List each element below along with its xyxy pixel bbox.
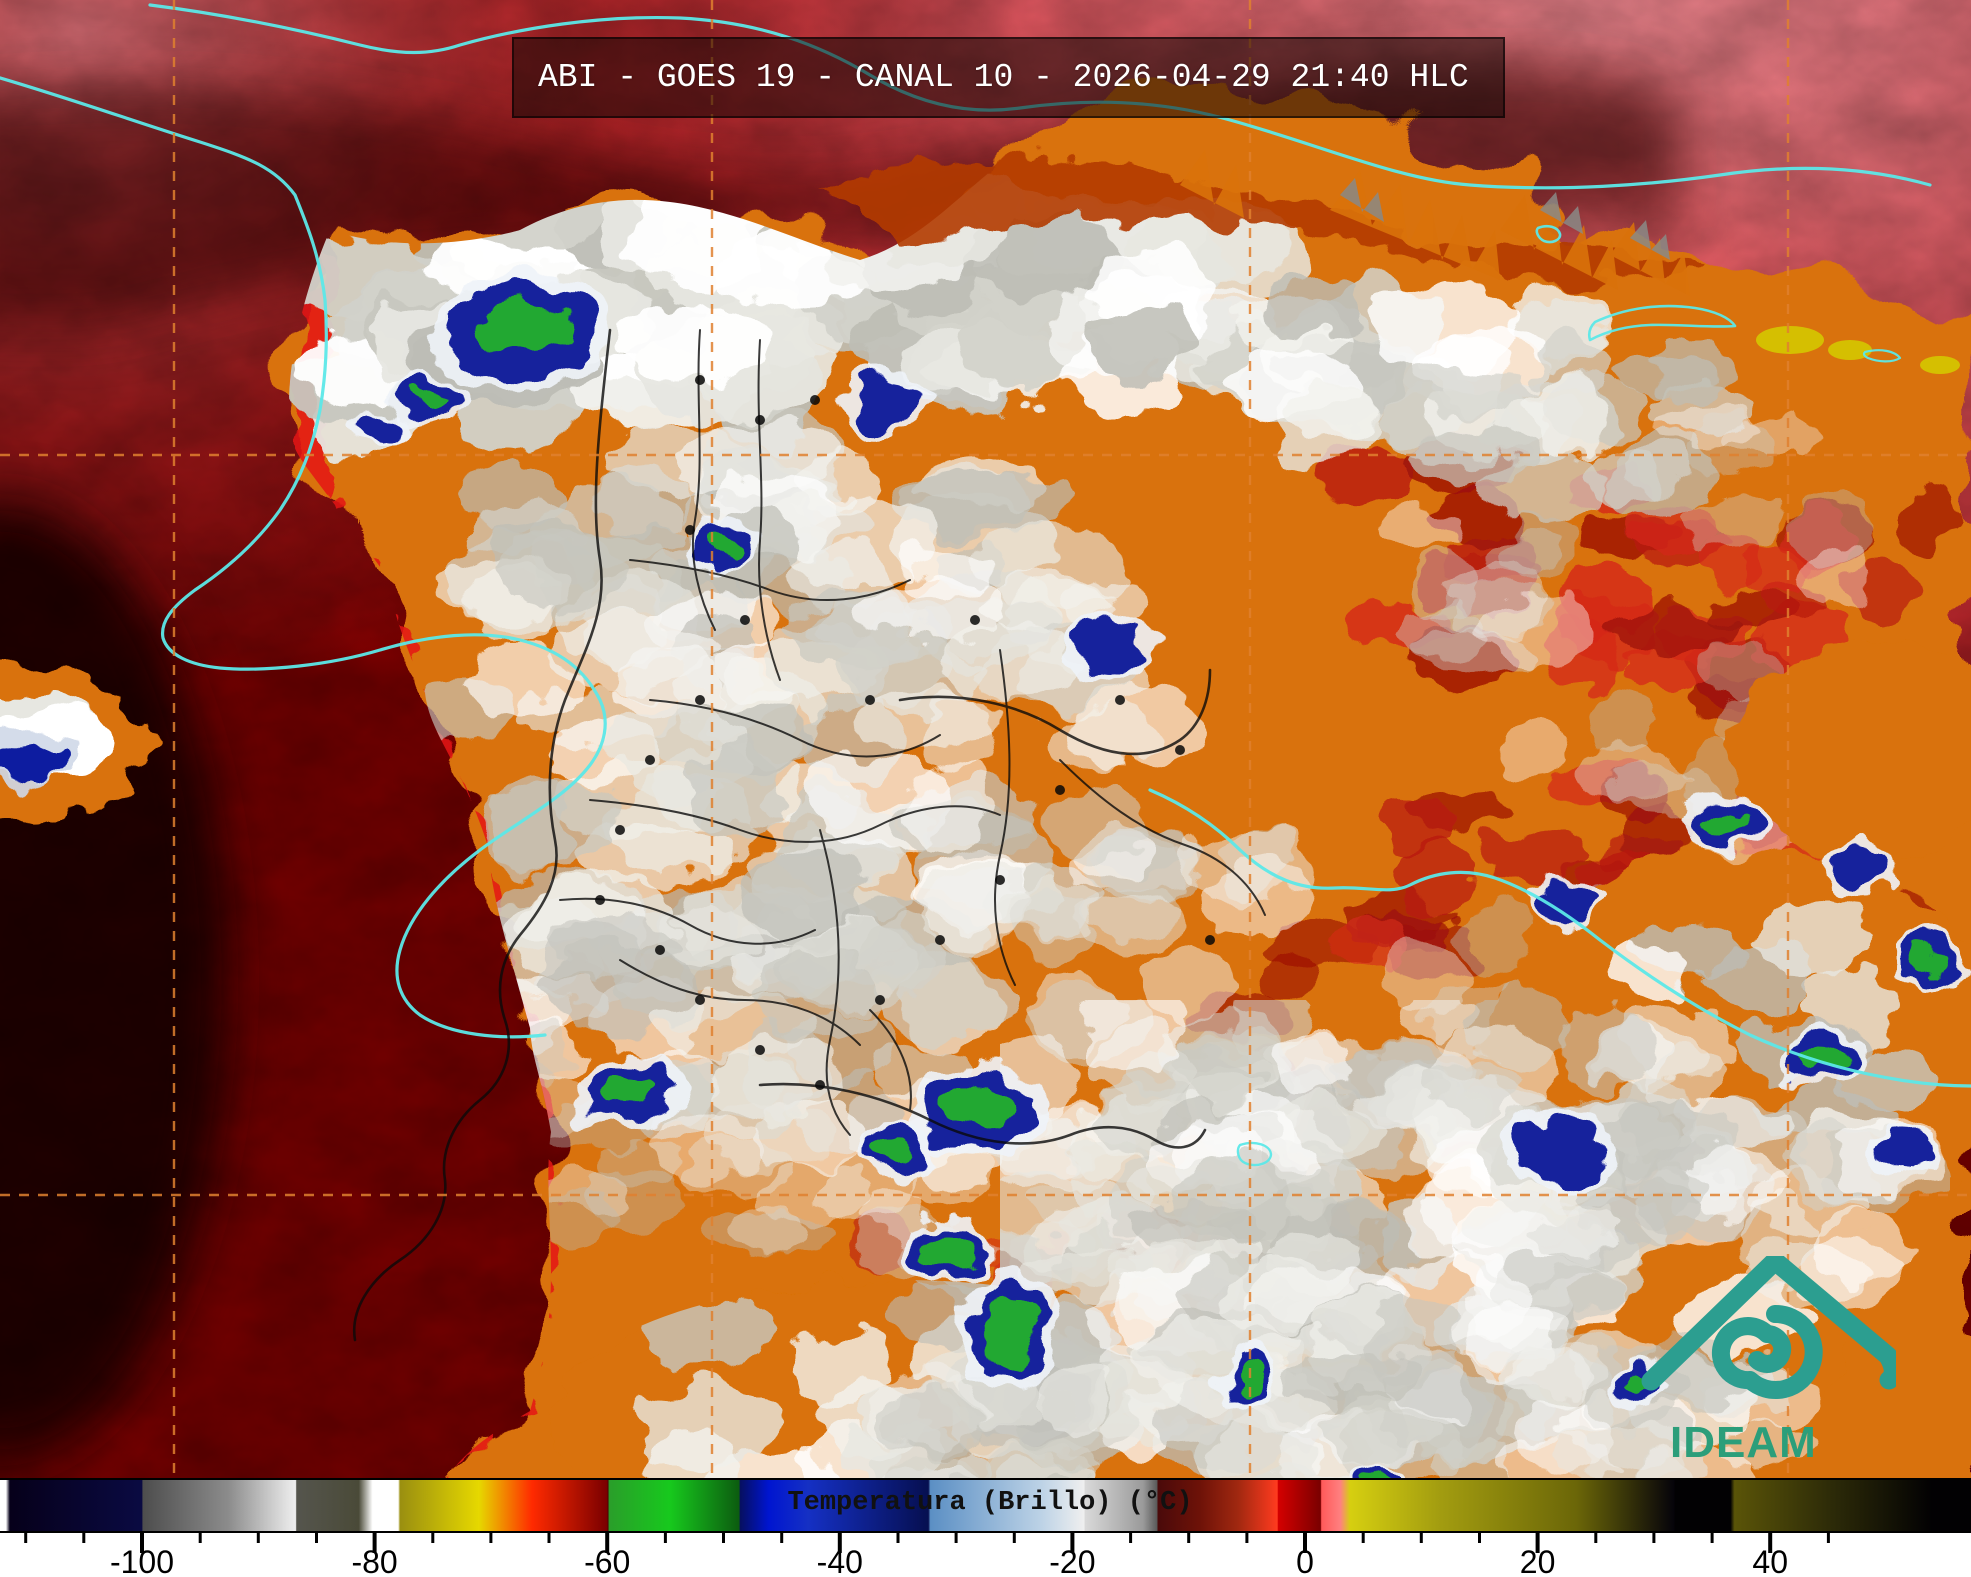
svg-text:20: 20 (1520, 1544, 1556, 1577)
svg-text:-20: -20 (1049, 1544, 1095, 1577)
svg-text:-100: -100 (110, 1544, 174, 1577)
svg-text:40: 40 (1752, 1544, 1788, 1577)
svg-text:0: 0 (1296, 1544, 1314, 1577)
svg-text:-40: -40 (817, 1544, 863, 1577)
svg-text:-60: -60 (584, 1544, 630, 1577)
svg-text:-80: -80 (351, 1544, 397, 1577)
